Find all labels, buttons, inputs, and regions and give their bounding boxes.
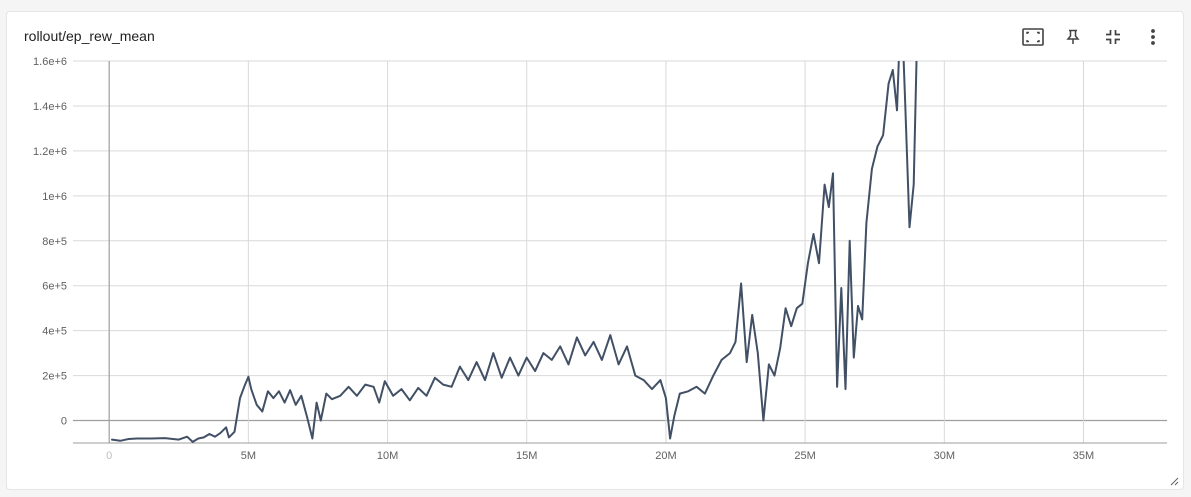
y-tick-label: 1.6e+6 bbox=[33, 56, 67, 68]
x-tick-label: 30M bbox=[934, 450, 955, 462]
x-tick-label: 10M bbox=[377, 450, 398, 462]
y-tick-label: 6e+5 bbox=[42, 281, 67, 293]
y-tick-label: 1.2e+6 bbox=[33, 146, 67, 158]
fit-to-data-icon bbox=[1022, 28, 1044, 46]
y-tick-label: 4e+5 bbox=[42, 326, 67, 338]
y-tick-label: 0 bbox=[61, 416, 67, 428]
chart-title: rollout/ep_rew_mean bbox=[24, 28, 155, 44]
x-tick-label: 0 bbox=[106, 450, 112, 462]
y-tick-label: 2e+5 bbox=[42, 371, 67, 383]
x-tick-label: 25M bbox=[794, 450, 815, 462]
series-line[interactable] bbox=[111, 12, 918, 443]
scalar-chart-card: rollout/ep_rew_mean bbox=[6, 11, 1184, 490]
more-vert-icon bbox=[1151, 29, 1155, 45]
pin-icon bbox=[1066, 29, 1080, 44]
chart-toolbar bbox=[1013, 24, 1173, 50]
x-tick-label: 5M bbox=[241, 450, 256, 462]
x-tick-label: 15M bbox=[516, 450, 537, 462]
fit-to-data-button[interactable] bbox=[1013, 24, 1053, 50]
y-tick-label: 8e+5 bbox=[42, 236, 67, 248]
x-tick-label: 35M bbox=[1073, 450, 1094, 462]
y-tick-label: 1e+6 bbox=[42, 191, 67, 203]
collapse-button[interactable] bbox=[1093, 24, 1133, 50]
collapse-icon bbox=[1106, 30, 1120, 44]
line-chart[interactable]: 0 2e+5 4e+5 6e+5 8e+5 1e+6 1.2e+6 1.4e+6 1.6e+6 0… bbox=[7, 12, 1185, 491]
resize-handle[interactable] bbox=[1167, 473, 1179, 486]
pin-button[interactable] bbox=[1053, 24, 1093, 50]
more-options-button[interactable] bbox=[1133, 24, 1173, 50]
x-tick-label: 20M bbox=[655, 450, 676, 462]
resize-handle-icon bbox=[1170, 477, 1179, 486]
plot-area bbox=[73, 61, 1167, 443]
y-tick-label: 1.4e+6 bbox=[33, 101, 67, 113]
